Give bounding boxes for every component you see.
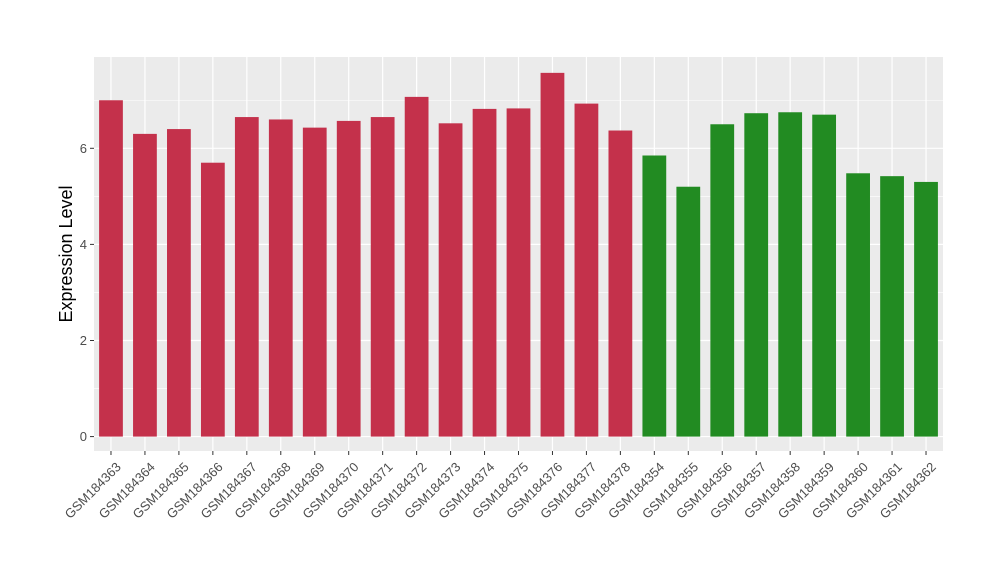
- bar-gsm184370: [336, 120, 361, 437]
- bar-gsm184362: [914, 181, 938, 437]
- bar-gsm184361: [880, 176, 904, 437]
- bar-gsm184367: [234, 117, 259, 437]
- y-axis-title: Expression Level: [56, 185, 76, 322]
- bar-gsm184378: [608, 130, 633, 437]
- bar-gsm184358: [778, 112, 803, 437]
- y-tick-label: 6: [80, 141, 87, 156]
- y-tick-label: 2: [80, 333, 87, 348]
- bars: [99, 72, 938, 437]
- bar-gsm184365: [167, 129, 191, 437]
- bar-gsm184355: [676, 186, 701, 437]
- bar-gsm184377: [574, 103, 599, 437]
- bar-gsm184364: [133, 133, 157, 437]
- y-axis-ticks: 0 2 4 6: [80, 141, 94, 444]
- bar-gsm184360: [846, 173, 870, 437]
- bar-gsm184354: [642, 155, 667, 437]
- bar-gsm184357: [744, 113, 769, 437]
- bar-gsm184356: [710, 124, 735, 437]
- bar-gsm184373: [438, 123, 463, 437]
- bar-gsm184366: [200, 162, 225, 437]
- bar-gsm184376: [540, 72, 565, 437]
- bar-gsm184363: [99, 100, 123, 437]
- bar-gsm184359: [812, 114, 837, 437]
- y-tick-label: 0: [80, 429, 87, 444]
- bar-gsm184368: [268, 119, 293, 437]
- bar-gsm184369: [302, 127, 327, 437]
- bar-gsm184371: [370, 117, 395, 437]
- bar-gsm184375: [506, 108, 531, 437]
- y-tick-label: 4: [80, 237, 87, 252]
- bar-gsm184374: [472, 108, 497, 437]
- x-axis-ticks: GSM184363GSM184364GSM184365GSM184366GSM1…: [62, 451, 939, 522]
- bar-gsm184372: [404, 96, 429, 437]
